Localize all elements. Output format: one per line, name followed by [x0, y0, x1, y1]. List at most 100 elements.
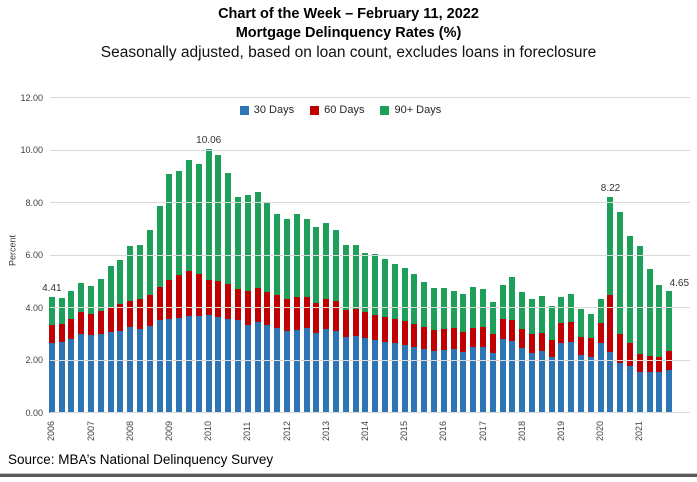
bar-segment-30-days: [479, 346, 486, 413]
bar-segment-60-days: [656, 356, 663, 373]
bar-segment-30-days: [381, 341, 388, 413]
bar-slot: [498, 98, 508, 413]
bar-segment-90-days: [107, 266, 114, 308]
bar-segment-30-days: [362, 338, 369, 413]
stacked-bar: [587, 314, 594, 413]
legend-swatch: [380, 105, 390, 115]
stacked-bar: [97, 278, 104, 413]
bar-segment-60-days: [577, 336, 584, 355]
bar-segment-90-days: [274, 214, 281, 295]
stacked-bar: [362, 252, 369, 413]
bar-segment-60-days: [244, 291, 251, 326]
bar-slot: [57, 98, 67, 413]
bottom-divider: [0, 473, 697, 477]
bar-segment-60-days: [97, 310, 104, 334]
bar-segment-60-days: [401, 321, 408, 345]
x-year-label: 2006: [46, 420, 57, 441]
bar-slot: [547, 98, 557, 413]
bar-segment-30-days: [215, 316, 222, 413]
stacked-bar: [411, 273, 418, 413]
bar-segment-30-days: [577, 355, 584, 413]
bar-segment-60-days: [391, 319, 398, 344]
bar-slot: [204, 98, 214, 413]
bar-segment-30-days: [244, 325, 251, 413]
bar-segment-90-days: [666, 290, 673, 352]
bar-segment-90-days: [127, 246, 134, 301]
bar-segment-30-days: [372, 340, 379, 413]
bar-segment-30-days: [68, 339, 75, 413]
bar-segment-30-days: [264, 325, 271, 413]
stacked-bar: [666, 290, 673, 413]
bar-segment-60-days: [215, 281, 222, 317]
bar-segment-60-days: [587, 338, 594, 357]
bar-slot: [86, 98, 96, 413]
stacked-bar: [450, 290, 457, 413]
bar-segment-60-days: [381, 317, 388, 342]
bar-segment-90-days: [215, 154, 222, 282]
bar-segment-30-days: [48, 343, 55, 413]
bar-segment-30-days: [607, 351, 614, 413]
bar-segment-30-days: [78, 333, 85, 413]
legend-item: 60 Days: [310, 104, 364, 116]
bar-segment-30-days: [401, 345, 408, 413]
plot-area: [47, 97, 690, 413]
gridline: [50, 97, 690, 98]
stacked-bar: [528, 298, 535, 413]
y-tick-label: 10.00: [20, 145, 43, 155]
x-year-label: 2010: [203, 420, 214, 441]
x-year-label: 2015: [399, 420, 410, 441]
bar-segment-90-days: [391, 263, 398, 320]
bar-segment-30-days: [450, 349, 457, 413]
gridline: [50, 412, 690, 413]
bar-segment-60-days: [538, 332, 545, 352]
bar-segment-60-days: [470, 327, 477, 348]
stacked-bar: [568, 294, 575, 413]
stacked-bar: [617, 212, 624, 413]
stacked-bar: [333, 230, 339, 413]
bar-segment-30-days: [626, 365, 633, 413]
gridline: [50, 359, 690, 361]
bar-slot: [645, 98, 655, 413]
bar-segment-90-days: [381, 259, 388, 318]
bar-segment-60-days: [235, 288, 242, 321]
stacked-bar: [58, 297, 65, 413]
bar-segment-60-days: [499, 318, 506, 339]
bar-segment-90-days: [284, 218, 291, 300]
bar-slot: [243, 98, 253, 413]
bar-slot: [106, 98, 116, 413]
bar-slot: [468, 98, 478, 413]
stacked-bar: [499, 285, 506, 413]
stacked-bar: [215, 154, 222, 413]
bar-slot: [76, 98, 86, 413]
stacked-bar: [186, 159, 193, 413]
stacked-bar: [607, 197, 614, 413]
bar-segment-90-days: [617, 212, 624, 335]
bar-segment-90-days: [48, 297, 55, 325]
stacked-bar: [205, 148, 212, 413]
stacked-bar: [293, 214, 300, 413]
bar-segment-90-days: [78, 283, 85, 313]
bar-segment-60-days: [342, 310, 349, 337]
stacked-bar: [48, 297, 55, 413]
bar-segment-90-days: [577, 308, 584, 337]
bar-segment-90-days: [146, 229, 153, 296]
stacked-bar: [509, 277, 516, 413]
stacked-bar: [176, 170, 183, 413]
bar-slot: [527, 98, 537, 413]
legend-item: 90+ Days: [380, 104, 441, 116]
stacked-bar: [381, 259, 388, 413]
bar-segment-30-days: [225, 318, 232, 413]
bar-segment-30-days: [528, 352, 535, 413]
bar-segment-30-days: [636, 372, 643, 413]
x-year-label: 2014: [360, 420, 370, 441]
bar-segment-60-days: [528, 334, 535, 353]
source-note: Source: MBA’s National Delinquency Surve…: [8, 452, 274, 467]
stacked-bar: [489, 301, 496, 413]
stacked-bar: [303, 218, 310, 413]
legend: 30 Days 60 Days 90+ Days: [0, 104, 689, 116]
bar-slot: [184, 98, 194, 413]
chart-area: Percent 30 Days 60 Days 90+ Days 0.00 2.00 4…: [0, 78, 697, 446]
stacked-bar: [440, 287, 447, 413]
bar-segment-90-days: [656, 284, 663, 357]
figure-title: Chart of the Week – February 11, 2022: [218, 6, 479, 22]
